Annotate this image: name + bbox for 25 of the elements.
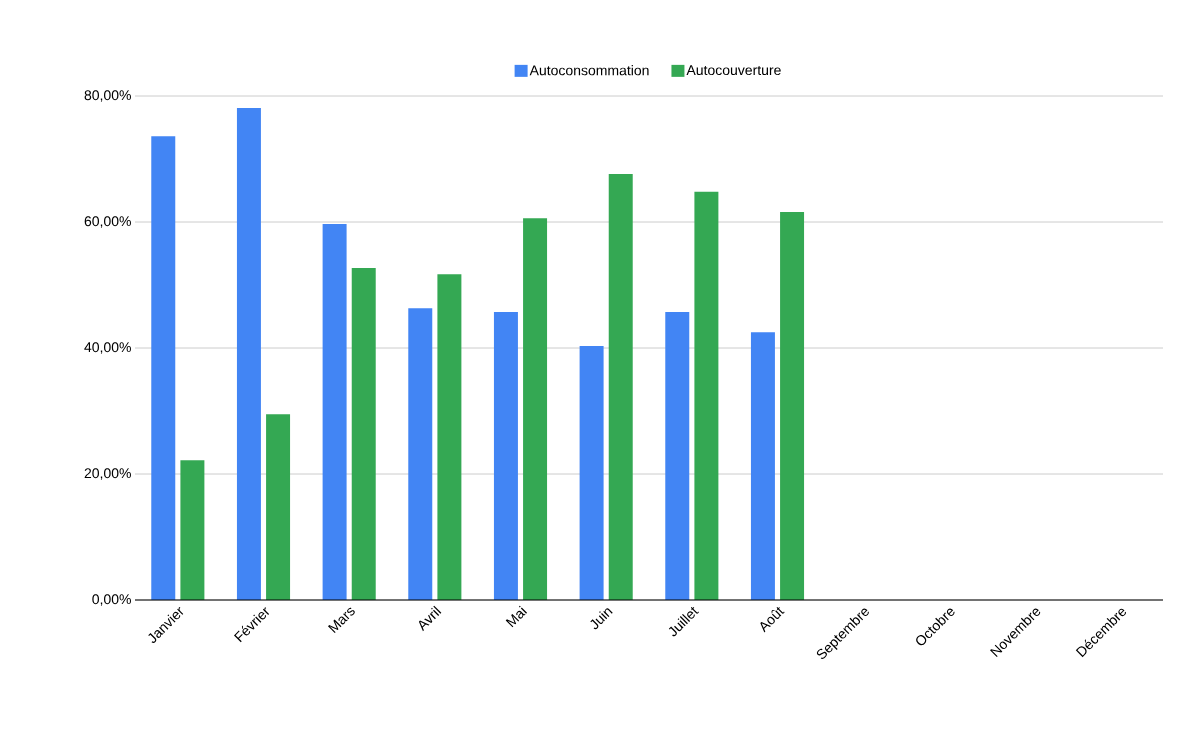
bar [750, 332, 775, 600]
y-tick-label: 40,00% [84, 342, 131, 354]
bar [266, 414, 291, 600]
bar [437, 274, 462, 600]
bar [665, 312, 690, 600]
bar [322, 223, 347, 600]
y-tick-label: 20,00% [84, 468, 131, 480]
legend-label: Autoconsommation [529, 65, 649, 76]
bar [780, 211, 805, 600]
bar [236, 107, 261, 600]
bar [408, 308, 433, 600]
y-tick-label: 80,00% [84, 90, 131, 102]
x-tick-label: Mai [505, 605, 528, 628]
bar [180, 460, 205, 600]
bar [523, 218, 548, 600]
bar [579, 346, 604, 600]
bar [493, 312, 518, 600]
y-tick-label: 0,00% [92, 594, 131, 606]
bar [151, 136, 176, 600]
legend-label: Autocouverture [686, 65, 781, 76]
bar [351, 267, 376, 600]
bar [608, 174, 633, 600]
x-tick-label: Juin [590, 608, 613, 630]
y-tick-label: 60,00% [84, 216, 131, 228]
bar [694, 191, 719, 600]
